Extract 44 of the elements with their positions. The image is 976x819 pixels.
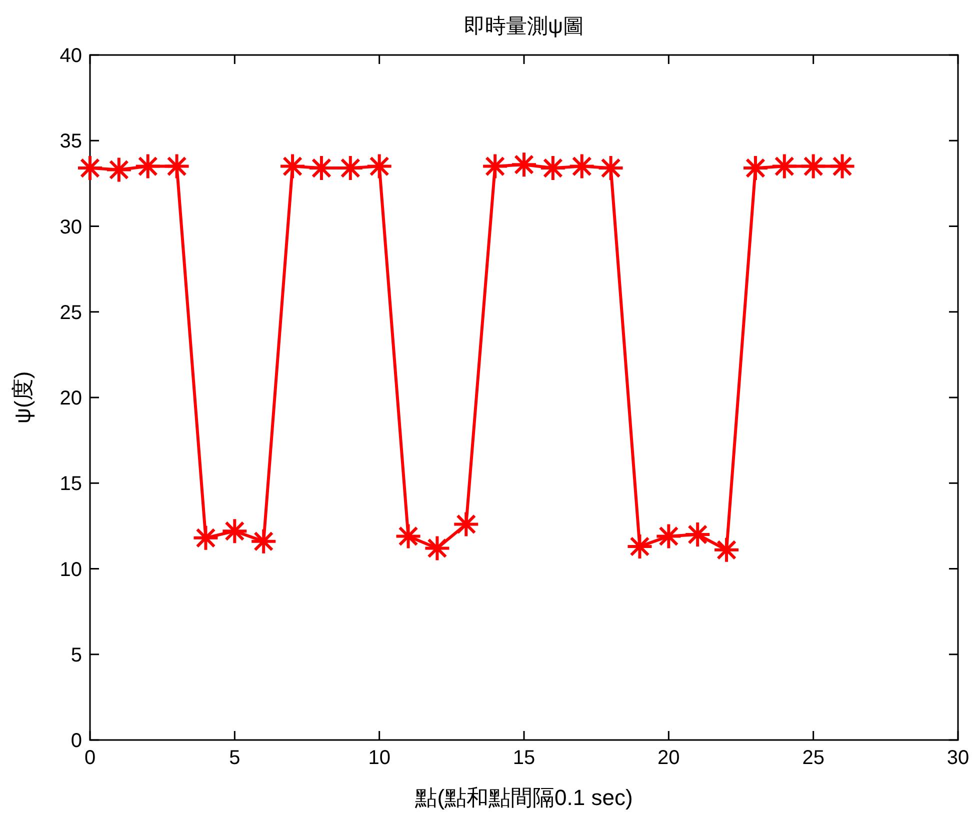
point — [164, 154, 189, 178]
point — [136, 154, 160, 178]
x-tick-label: 5 — [229, 747, 240, 769]
point — [772, 154, 796, 178]
y-tick-label: 40 — [60, 45, 82, 67]
point — [78, 156, 102, 180]
point — [194, 526, 218, 550]
point — [512, 152, 536, 177]
point — [743, 156, 768, 180]
y-tick-label: 0 — [70, 730, 82, 752]
point — [570, 154, 594, 178]
point — [830, 154, 854, 178]
y-tick-label: 30 — [60, 216, 82, 238]
x-axis-title: 點(點和點間隔0.1 sec) — [414, 785, 633, 810]
x-tick-label: 30 — [946, 747, 970, 769]
point — [252, 529, 276, 554]
point — [628, 534, 652, 558]
x-tick-label: 25 — [802, 747, 824, 769]
point — [656, 524, 681, 548]
y-tick-label: 25 — [60, 302, 82, 324]
point — [396, 524, 420, 548]
point — [540, 156, 565, 180]
point — [367, 154, 392, 178]
point — [454, 512, 478, 536]
point — [425, 536, 450, 560]
x-tick-label: 0 — [84, 747, 96, 769]
point — [483, 154, 508, 178]
x-tick-label: 20 — [658, 747, 680, 769]
y-tick-label: 5 — [70, 644, 82, 666]
point — [686, 522, 710, 546]
y-axis-title: ψ(度) — [10, 371, 35, 424]
point — [801, 154, 826, 178]
y-tick-label: 20 — [60, 388, 82, 410]
x-tick-label: 15 — [512, 747, 536, 769]
y-tick-label: 35 — [60, 130, 82, 153]
point — [280, 154, 305, 178]
x-tick-label: 10 — [368, 747, 390, 769]
point — [714, 538, 739, 562]
point — [106, 158, 131, 182]
point — [222, 519, 247, 544]
point — [598, 156, 623, 180]
y-tick-label: 10 — [60, 558, 82, 581]
y-tick-label: 15 — [60, 473, 82, 496]
chart-title: 即時量測ψ圖 — [464, 15, 584, 38]
